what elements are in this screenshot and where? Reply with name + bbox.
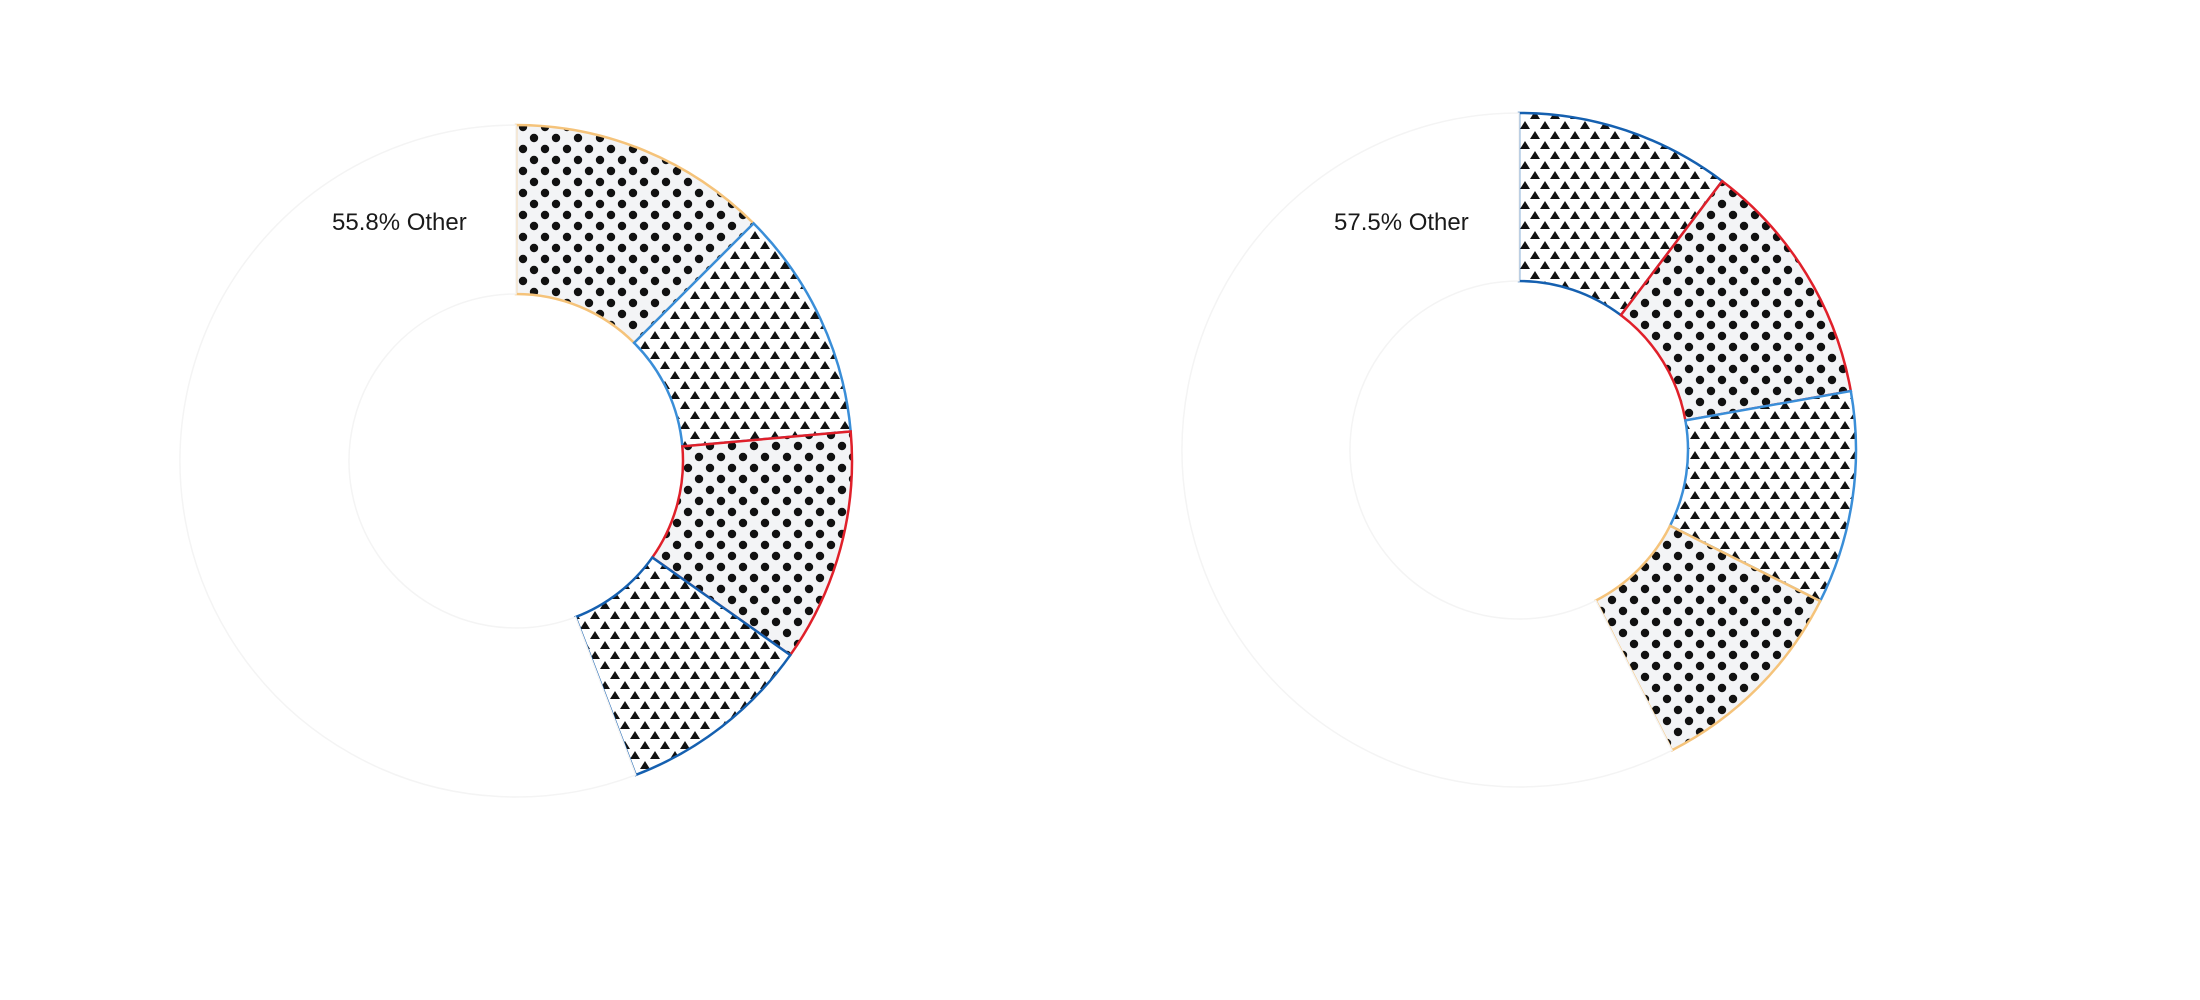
donut-chart-right: 57.5% Other: [1181, 111, 1858, 788]
donut-slice-0: [514, 123, 756, 345]
donut-slice-other: [179, 124, 637, 798]
slice-annotation-other: 57.5% Other: [1334, 209, 1469, 236]
donut-slice-1: [632, 221, 853, 448]
donut-slice-2: [650, 430, 854, 657]
donut-slice-other: [1181, 112, 1673, 788]
slice-annotation-other: 55.8% Other: [332, 209, 467, 236]
donut-chart-left: 55.8% Other: [179, 123, 854, 798]
donut-slice-1: [1619, 179, 1853, 422]
